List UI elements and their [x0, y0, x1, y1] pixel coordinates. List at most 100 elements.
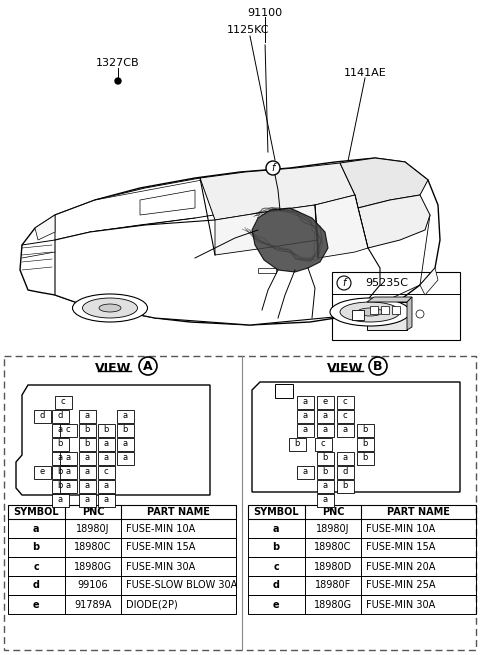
Text: b: b	[57, 440, 63, 449]
Circle shape	[266, 161, 280, 175]
Text: FUSE-MIN 10A: FUSE-MIN 10A	[126, 523, 195, 534]
Text: FUSE-MIN 30A: FUSE-MIN 30A	[366, 599, 435, 610]
Bar	[357, 438, 373, 451]
Text: 18980J: 18980J	[316, 523, 350, 534]
Text: e: e	[33, 599, 39, 610]
Text: b: b	[33, 542, 39, 553]
Text: a: a	[302, 398, 308, 407]
Text: a: a	[84, 453, 90, 462]
Text: d: d	[273, 580, 279, 591]
Text: c: c	[273, 561, 279, 572]
Text: a: a	[103, 495, 108, 504]
Text: PART NAME: PART NAME	[147, 507, 210, 517]
Text: b: b	[122, 426, 128, 434]
Text: a: a	[58, 426, 62, 434]
Text: SYMBOL: SYMBOL	[13, 507, 59, 517]
Bar	[117, 451, 133, 464]
Ellipse shape	[330, 298, 410, 326]
Text: FUSE-MIN 15A: FUSE-MIN 15A	[366, 542, 435, 553]
Bar	[248, 557, 476, 576]
Text: a: a	[122, 411, 128, 421]
Text: b: b	[322, 453, 328, 462]
Text: b: b	[294, 440, 300, 449]
Text: 18980G: 18980G	[74, 561, 112, 572]
Circle shape	[139, 357, 157, 375]
Text: d: d	[342, 468, 348, 476]
Text: b: b	[57, 481, 63, 491]
Bar	[248, 519, 476, 538]
Bar	[336, 424, 353, 436]
Text: b: b	[362, 440, 368, 449]
Polygon shape	[35, 215, 55, 240]
Bar	[4, 356, 476, 650]
Bar	[275, 384, 293, 398]
Bar	[316, 396, 334, 409]
Bar	[79, 409, 96, 422]
Bar	[336, 409, 353, 422]
Bar	[60, 451, 76, 464]
Text: VIEW: VIEW	[95, 362, 131, 375]
Text: FUSE-MIN 30A: FUSE-MIN 30A	[126, 561, 195, 572]
Bar	[8, 576, 236, 595]
Text: a: a	[103, 453, 108, 462]
Text: 99106: 99106	[78, 580, 108, 591]
Bar	[297, 424, 313, 436]
Polygon shape	[215, 205, 318, 255]
Text: e: e	[323, 398, 328, 407]
Bar	[117, 409, 133, 422]
Text: a: a	[273, 523, 279, 534]
Ellipse shape	[358, 308, 383, 316]
Text: a: a	[342, 426, 348, 434]
Text: 1327CB: 1327CB	[96, 58, 140, 68]
Text: a: a	[323, 481, 327, 491]
Circle shape	[369, 357, 387, 375]
Bar	[8, 519, 236, 538]
Text: b: b	[273, 542, 279, 553]
Polygon shape	[252, 382, 460, 492]
Polygon shape	[315, 195, 368, 258]
Text: f: f	[342, 278, 346, 288]
Text: a: a	[323, 495, 327, 504]
Bar	[51, 466, 69, 479]
Bar	[248, 576, 476, 595]
Bar	[336, 466, 353, 479]
Text: SYMBOL: SYMBOL	[253, 507, 299, 517]
Bar	[8, 595, 236, 614]
Bar	[34, 409, 50, 422]
Bar	[288, 438, 305, 451]
Polygon shape	[200, 163, 355, 220]
Text: 95235C: 95235C	[365, 278, 408, 288]
Text: f: f	[271, 163, 275, 173]
Text: a: a	[342, 453, 348, 462]
Text: c: c	[33, 561, 39, 572]
Bar	[248, 538, 476, 557]
Text: a: a	[122, 440, 128, 449]
Bar	[97, 466, 115, 479]
Text: 91789A: 91789A	[74, 599, 112, 610]
Bar	[79, 451, 96, 464]
Text: a: a	[302, 468, 308, 476]
Text: FUSE-MIN 15A: FUSE-MIN 15A	[126, 542, 195, 553]
Bar	[336, 479, 353, 493]
Text: c: c	[343, 398, 348, 407]
Polygon shape	[140, 190, 195, 215]
Bar	[316, 479, 334, 493]
Text: FUSE-MIN 10A: FUSE-MIN 10A	[366, 523, 435, 534]
Text: d: d	[39, 411, 45, 421]
Text: b: b	[84, 440, 90, 449]
Ellipse shape	[340, 302, 400, 322]
Bar	[79, 479, 96, 493]
Text: b: b	[362, 426, 368, 434]
Text: b: b	[362, 453, 368, 462]
Text: d: d	[33, 580, 39, 591]
Text: FUSE-SLOW BLOW 30A: FUSE-SLOW BLOW 30A	[126, 580, 237, 591]
Text: b: b	[57, 468, 63, 476]
Bar	[51, 493, 69, 506]
Bar	[51, 409, 69, 422]
Text: a: a	[103, 481, 108, 491]
Text: c: c	[66, 426, 70, 434]
Text: b: b	[103, 426, 108, 434]
Text: a: a	[323, 411, 327, 421]
Text: a: a	[65, 481, 71, 491]
Text: d: d	[57, 411, 63, 421]
